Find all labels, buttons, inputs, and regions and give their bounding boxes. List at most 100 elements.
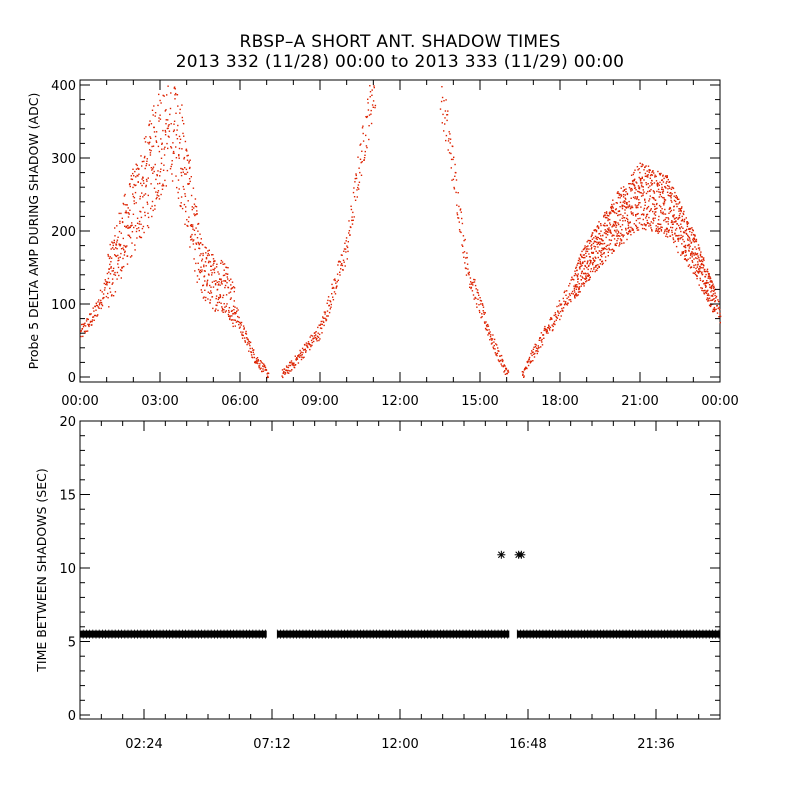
scatter-point: [286, 366, 288, 368]
scatter-point: [582, 261, 584, 263]
scatter-point: [344, 248, 347, 250]
scatter-point: [609, 229, 612, 231]
scatter-point: [362, 125, 364, 127]
scatter-point: [139, 195, 141, 198]
scatter-point: [593, 268, 595, 270]
scatter-point: [652, 217, 655, 219]
scatter-point: [622, 220, 624, 222]
scatter-point: [295, 358, 297, 360]
scatter-point: [590, 240, 592, 243]
scatter-point: [606, 217, 608, 219]
scatter-point: [168, 136, 170, 138]
scatter-point: [131, 222, 133, 224]
scatter-point: [338, 260, 340, 263]
scatter-point: [605, 211, 608, 213]
scatter-point: [595, 250, 597, 252]
scatter-point: [522, 373, 524, 375]
scatter-point: [149, 154, 152, 156]
scatter-point: [621, 234, 624, 236]
scatter-point: [173, 120, 176, 122]
scatter-point: [287, 366, 290, 369]
scatter-point: [150, 167, 153, 169]
scatter-point: [215, 308, 217, 310]
scatter-point: [639, 179, 642, 181]
scatter-point: [101, 304, 104, 307]
scatter-point: [205, 252, 207, 254]
scatter-point: [638, 168, 640, 170]
scatter-point: [256, 361, 258, 363]
scatter-point: [719, 321, 721, 324]
scatter-point: [579, 258, 581, 261]
scatter-point: [333, 279, 335, 281]
scatter-point: [569, 294, 571, 297]
scatter-point: [295, 359, 297, 361]
scatter-point: [569, 282, 571, 285]
scatter-point: [181, 116, 183, 119]
scatter-point: [678, 210, 680, 212]
scatter-point: [588, 253, 590, 255]
scatter-point: [677, 238, 680, 240]
scatter-point: [322, 320, 324, 323]
scatter-point: [235, 312, 237, 314]
scatter-point: [184, 167, 186, 169]
scatter-point: [579, 266, 581, 268]
scatter-point: [444, 117, 446, 119]
scatter-point: [624, 194, 626, 196]
scatter-point: [473, 298, 475, 300]
scatter-point: [663, 232, 665, 234]
scatter-point: [708, 275, 710, 277]
scatter-point: [325, 319, 328, 321]
scatter-point: [664, 218, 666, 221]
scatter-point: [314, 335, 316, 337]
scatter-point: [440, 100, 443, 103]
scatter-point: [475, 288, 477, 290]
scatter-point: [102, 293, 105, 295]
scatter-point: [654, 176, 656, 178]
scatter-point: [706, 270, 708, 272]
scatter-point: [299, 352, 302, 355]
scatter-point: [662, 174, 664, 176]
scatter-point: [195, 243, 198, 245]
scatter-point: [692, 238, 694, 241]
scatter-point: [702, 258, 704, 260]
scatter-point: [591, 234, 593, 237]
scatter-point: [688, 228, 690, 230]
scatter-point: [199, 254, 201, 257]
scatter-point: [192, 187, 195, 189]
scatter-point: [500, 363, 502, 365]
scatter-point: [126, 255, 129, 257]
scatter-point: [310, 334, 312, 337]
scatter-point: [308, 343, 310, 345]
scatter-point: [107, 253, 109, 256]
scatter-point: [232, 312, 234, 315]
scatter-point: [597, 264, 599, 266]
scatter-point: [664, 186, 666, 188]
scatter-point: [192, 240, 194, 242]
scatter-point: [445, 99, 447, 101]
scatter-point: [596, 241, 598, 243]
scatter-point: [700, 287, 702, 289]
scatter-point: [117, 236, 119, 238]
scatter-point: [141, 160, 144, 163]
scatter-point: [635, 214, 637, 216]
scatter-point: [133, 202, 136, 205]
scatter-point: [303, 356, 305, 358]
scatter-point: [190, 176, 192, 178]
scatter-point: [559, 310, 562, 313]
scatter-point: [633, 171, 635, 174]
scatter-point: [526, 367, 528, 370]
scatter-point: [239, 321, 241, 324]
scatter-point: [672, 187, 675, 190]
scatter-point: [255, 361, 257, 363]
scatter-point: [698, 270, 700, 272]
scatter-point: [684, 246, 687, 249]
scatter-point: [695, 273, 697, 276]
bottom-x-tick-label: 12:00: [381, 737, 418, 752]
scatter-point: [663, 197, 665, 199]
scatter-point: [504, 373, 507, 375]
scatter-point: [610, 207, 613, 210]
scatter-point: [712, 283, 714, 285]
scatter-point: [627, 205, 629, 207]
scatter-point: [183, 135, 185, 137]
scatter-point: [456, 214, 459, 216]
